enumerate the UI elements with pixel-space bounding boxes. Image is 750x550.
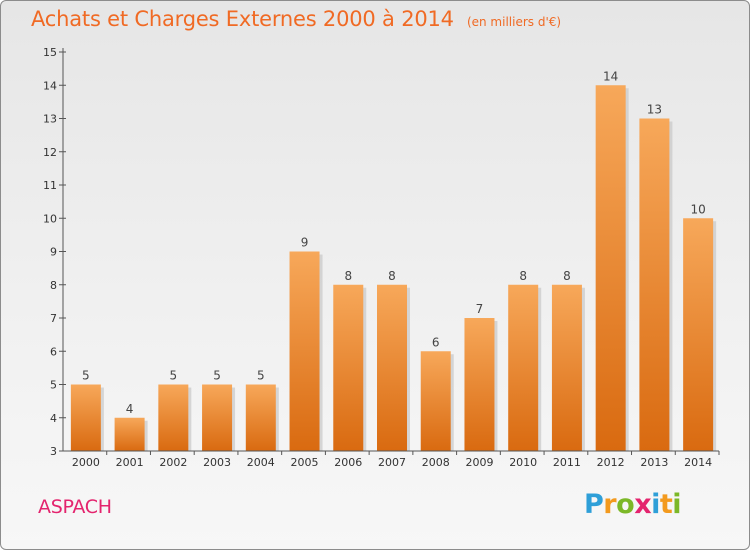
bar-2006	[333, 284, 364, 451]
bar-2011	[551, 284, 582, 451]
x-tick-label: 2004	[247, 456, 275, 469]
bar-2010	[508, 284, 539, 451]
x-tick-label: 2006	[334, 456, 362, 469]
data-label: 8	[388, 269, 396, 283]
data-label: 8	[519, 269, 527, 283]
chart-unit: (en milliers d'€)	[466, 15, 562, 29]
data-label: 5	[213, 369, 221, 383]
data-label: 10	[690, 202, 705, 216]
logo-letter: o	[616, 489, 635, 520]
y-tick-label: 13	[43, 113, 57, 126]
title-row: Achats et Charges Externes 2000 à 2014 (…	[31, 7, 561, 31]
x-tick-label: 2005	[291, 456, 319, 469]
logo-letter: i	[651, 489, 660, 520]
y-tick-label: 10	[43, 212, 57, 225]
y-tick-label: 3	[50, 445, 57, 458]
y-tick-label: 4	[50, 412, 57, 425]
bar-2013	[639, 118, 670, 451]
data-label: 8	[563, 269, 571, 283]
x-tick-label: 2012	[597, 456, 625, 469]
bar-2005	[289, 251, 320, 451]
proxiti-logo: Proxiti	[584, 489, 682, 520]
y-tick-label: 8	[50, 279, 57, 292]
bar-2007	[377, 284, 407, 451]
y-tick-label: 15	[43, 46, 57, 59]
logo-letter: i	[672, 489, 682, 520]
y-tick-label: 14	[43, 79, 57, 92]
bar-2003	[202, 384, 233, 451]
data-label: 13	[647, 103, 662, 117]
bar-2002	[158, 384, 189, 451]
logo-letter: x	[634, 489, 652, 520]
chart-title: Achats et Charges Externes 2000 à 2014	[31, 7, 454, 31]
y-tick-label: 11	[43, 179, 57, 192]
bar-2008	[420, 351, 451, 451]
bar-2009	[464, 318, 495, 451]
x-tick-label: 2014	[684, 456, 712, 469]
town-name: ASPACH	[38, 496, 112, 518]
y-tick-label: 12	[43, 146, 57, 159]
data-label: 5	[170, 369, 178, 383]
y-tick-label: 6	[50, 345, 57, 358]
logo-letter: t	[659, 489, 673, 520]
bar-2014	[683, 218, 714, 451]
data-label: 9	[301, 236, 309, 250]
x-tick-label: 2013	[640, 456, 668, 469]
logo-letter: r	[603, 489, 617, 520]
x-tick-label: 2007	[378, 456, 406, 469]
bar-2004	[245, 384, 276, 451]
bar-2000	[70, 384, 101, 451]
bar-2001	[114, 417, 145, 451]
x-tick-label: 2011	[553, 456, 581, 469]
x-tick-label: 2009	[465, 456, 493, 469]
data-label: 8	[344, 269, 352, 283]
data-label: 6	[432, 335, 440, 349]
x-tick-label: 2000	[72, 456, 100, 469]
data-label: 14	[603, 69, 618, 83]
data-label: 5	[257, 369, 265, 383]
y-tick-label: 5	[50, 379, 57, 392]
x-tick-label: 2008	[422, 456, 450, 469]
x-tick-label: 2010	[509, 456, 537, 469]
data-label: 4	[126, 402, 134, 416]
x-tick-label: 2001	[116, 456, 144, 469]
data-label: 5	[82, 369, 90, 383]
y-tick-label: 7	[50, 312, 57, 325]
y-tick-label: 9	[50, 246, 57, 259]
x-tick-label: 2002	[159, 456, 187, 469]
data-label: 7	[476, 302, 484, 316]
x-tick-label: 2003	[203, 456, 231, 469]
bar-2012	[595, 85, 626, 451]
logo-letter: P	[584, 489, 604, 520]
